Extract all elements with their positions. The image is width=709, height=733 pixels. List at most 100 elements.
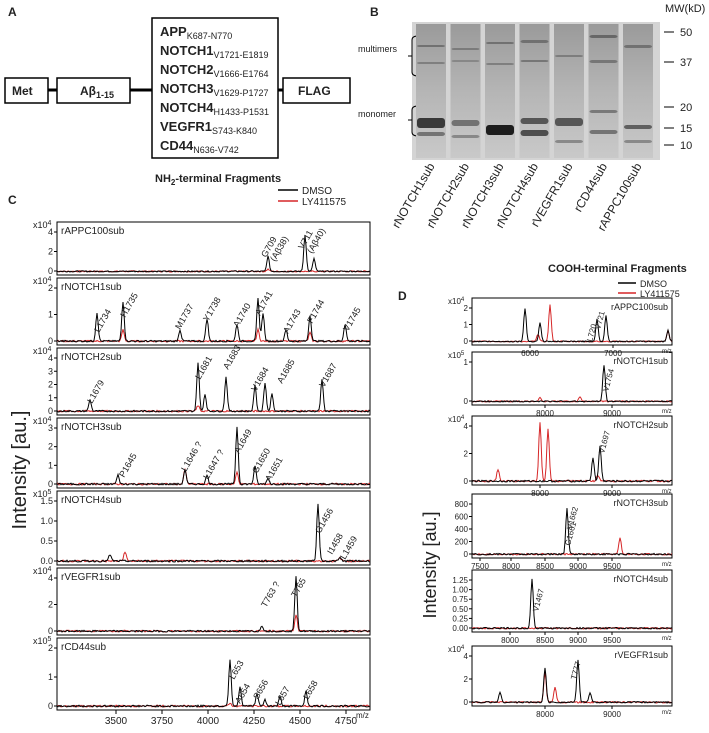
plot-name: rNOTCH2sub	[613, 420, 668, 430]
peak-label: A1685	[275, 357, 297, 385]
gel-band	[520, 118, 549, 124]
plot-name: rVEGFR1sub	[61, 572, 121, 583]
scale-label: x105	[33, 489, 52, 499]
x-tick-label: 9500	[603, 636, 621, 645]
peak-label: A654	[233, 682, 252, 705]
fragment-label: NOTCH4H1433-P1531	[160, 100, 269, 117]
peak-label: L1646 ?	[179, 440, 204, 473]
spectrum-trace	[57, 362, 370, 413]
fragment-name: NOTCH1	[160, 43, 213, 58]
gel-band	[555, 140, 583, 143]
x-tick-label: 9000	[569, 636, 587, 645]
legend-label: LY411575	[302, 197, 347, 208]
y-tick-label: 3	[48, 423, 53, 433]
x-unit: m/z	[662, 562, 672, 568]
fragment-label: CD44N636-V742	[160, 138, 239, 155]
x-tick-label: 9000	[569, 562, 587, 571]
caption: NH2-terminal Fragments	[155, 173, 281, 187]
y-tick-label: 1.00	[452, 586, 468, 595]
peak-label: T765	[289, 576, 308, 599]
spectrum-trace	[472, 308, 672, 343]
plot-name: rAPPC100sub	[611, 302, 668, 312]
y-axis-label: Intensity [au.]	[9, 411, 31, 530]
plot-frame	[56, 221, 371, 276]
gel-band	[624, 45, 652, 48]
scale-base: x10	[33, 220, 48, 230]
y-tick-label: 400	[455, 525, 469, 534]
y-tick-label: 2	[48, 247, 53, 257]
scale-label: x104	[448, 297, 465, 306]
panel-label: A	[8, 5, 17, 19]
gel-band	[486, 125, 514, 135]
caption-rest: -terminal Fragments	[175, 173, 281, 185]
gel-band	[451, 135, 480, 138]
x-tick-label: 8000	[536, 710, 554, 719]
scale-label: x104	[33, 566, 52, 576]
abeta-main: Aβ	[80, 84, 96, 98]
spectrum-trace	[472, 445, 672, 483]
gel-band	[555, 118, 583, 126]
y-tick-label: 4	[48, 227, 53, 237]
y-tick-label: 1	[464, 321, 469, 330]
plot-name: rVEGFR1sub	[614, 650, 668, 660]
plot-frame	[56, 277, 371, 346]
peak-label: A1740	[231, 301, 253, 329]
y-tick-label: 2	[48, 380, 53, 390]
peak-label: L1681	[193, 354, 214, 381]
scale-base: x10	[448, 645, 461, 654]
peak-label: A1741	[253, 289, 275, 317]
y-tick-label: 0.0	[40, 556, 53, 566]
x-tick-label: 9000	[603, 409, 621, 418]
scale-exp: 4	[461, 415, 465, 421]
peak-label: L658	[301, 679, 320, 701]
y-tick-label: 1	[48, 310, 53, 320]
mw-label: 20	[680, 102, 692, 114]
gel-band	[486, 63, 514, 65]
spectrum-trace	[57, 659, 370, 708]
mw-label: 15	[680, 123, 692, 135]
y-tick-label: 4	[464, 422, 469, 431]
y-tick-label: 0	[464, 550, 469, 559]
plot-frame	[471, 645, 673, 707]
gel-band	[417, 45, 445, 47]
gel-band	[520, 130, 549, 136]
y-tick-label: 0	[464, 477, 469, 486]
scale-exp: 4	[48, 220, 52, 227]
x-unit: m/z	[662, 636, 672, 642]
scale-base: x10	[33, 566, 48, 576]
fragment-name: NOTCH3	[160, 81, 213, 96]
plot-name: rNOTCH1sub	[61, 282, 122, 293]
y-tick-label: 2	[48, 600, 53, 610]
band-label: monomer	[358, 109, 396, 119]
scale-exp: 5	[48, 636, 52, 643]
band-label: multimers	[358, 44, 398, 54]
y-tick-label: 2	[48, 442, 53, 452]
x-tick-label: 4750	[335, 716, 358, 727]
x-unit: m/z	[356, 711, 369, 720]
plot-frame	[56, 347, 371, 416]
fragment-name: CD44	[160, 138, 194, 153]
fragment-range: V1721-E1819	[213, 50, 268, 60]
y-tick-label: 0	[48, 266, 53, 276]
x-tick-label: 8000	[536, 409, 554, 418]
fragment-name: NOTCH2	[160, 62, 213, 77]
x-tick-label: 4000	[197, 716, 220, 727]
scale-base: x10	[33, 276, 48, 286]
panel-label: D	[398, 289, 407, 303]
legend-label: DMSO	[640, 279, 667, 289]
mw-label: 37	[680, 57, 692, 69]
gel-lane	[416, 24, 446, 158]
scale-label: x104	[33, 220, 52, 230]
x-tick-label: 7500	[471, 562, 489, 571]
gel-lane	[588, 24, 619, 158]
scale-base: x10	[448, 297, 461, 306]
y-tick-label: 0	[464, 337, 469, 346]
gel-lane	[554, 24, 584, 158]
fragment-range: V1629-P1727	[213, 88, 268, 98]
gel-band	[589, 35, 618, 38]
gel-band	[451, 120, 480, 126]
legend-label: LY411575	[640, 289, 680, 299]
scale-exp: 5	[461, 351, 465, 357]
peak-label: T777	[569, 660, 583, 680]
peak-label: V1684	[249, 365, 271, 393]
